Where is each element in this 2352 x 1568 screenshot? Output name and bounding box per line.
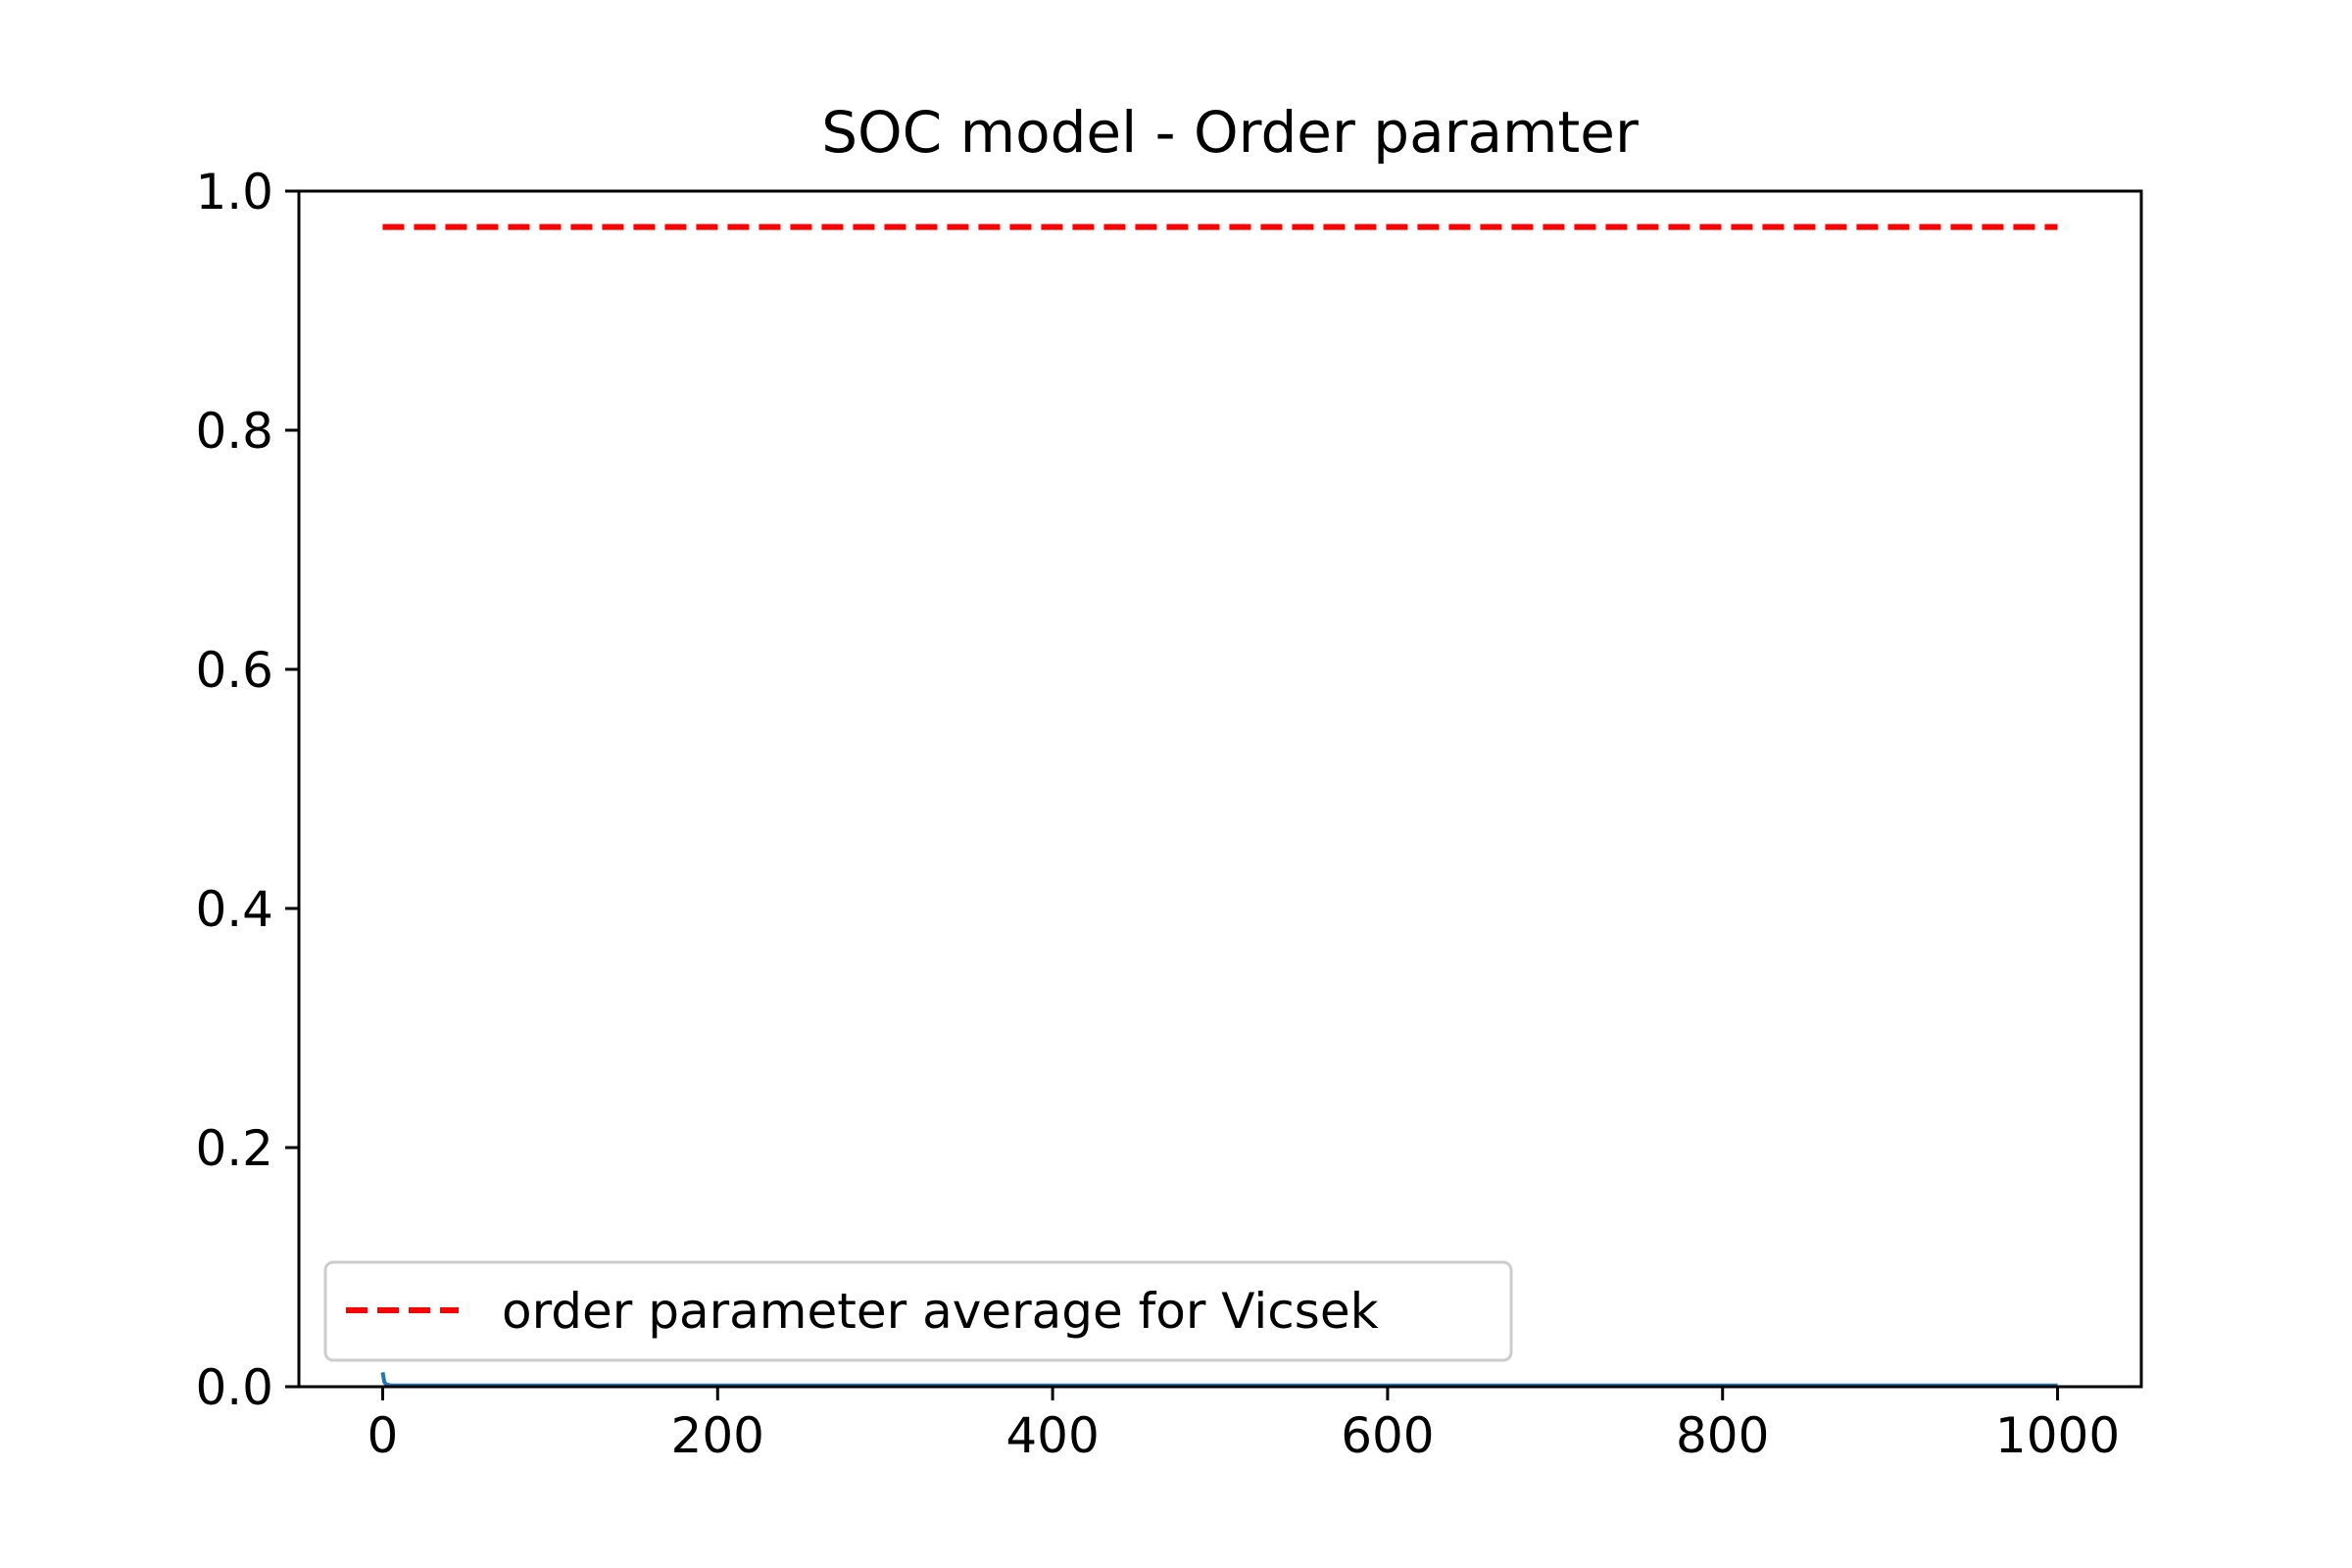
y-tick-label: 1.0 <box>195 164 273 220</box>
x-tick-label: 400 <box>1005 1407 1099 1464</box>
axes-frame <box>297 189 2143 1389</box>
x-tick-label: 1000 <box>1995 1407 2120 1464</box>
axes: 0 200 400 600 800 1000 0.0 0.2 0.4 0.6 0.8 1.0 <box>195 164 2143 1464</box>
y-tick-label: 0.0 <box>195 1359 273 1416</box>
legend-label-vicsek-average: order parameter average for Vicsek <box>502 1283 1379 1340</box>
y-tick-label: 0.8 <box>195 403 273 460</box>
x-tick-label: 800 <box>1676 1407 1769 1464</box>
chart-title: SOC model - Order paramter <box>821 99 1639 166</box>
legend-frame <box>323 1260 1513 1362</box>
x-tick-label: 200 <box>671 1407 764 1464</box>
y-tick-label: 0.2 <box>195 1120 273 1177</box>
legend: order parameter average for Vicsek <box>323 1260 1513 1362</box>
y-tick-label: 0.6 <box>195 642 273 699</box>
x-tick-label: 0 <box>368 1407 399 1464</box>
y-tick-label: 0.4 <box>195 881 273 938</box>
x-tick-label: 600 <box>1341 1407 1434 1464</box>
